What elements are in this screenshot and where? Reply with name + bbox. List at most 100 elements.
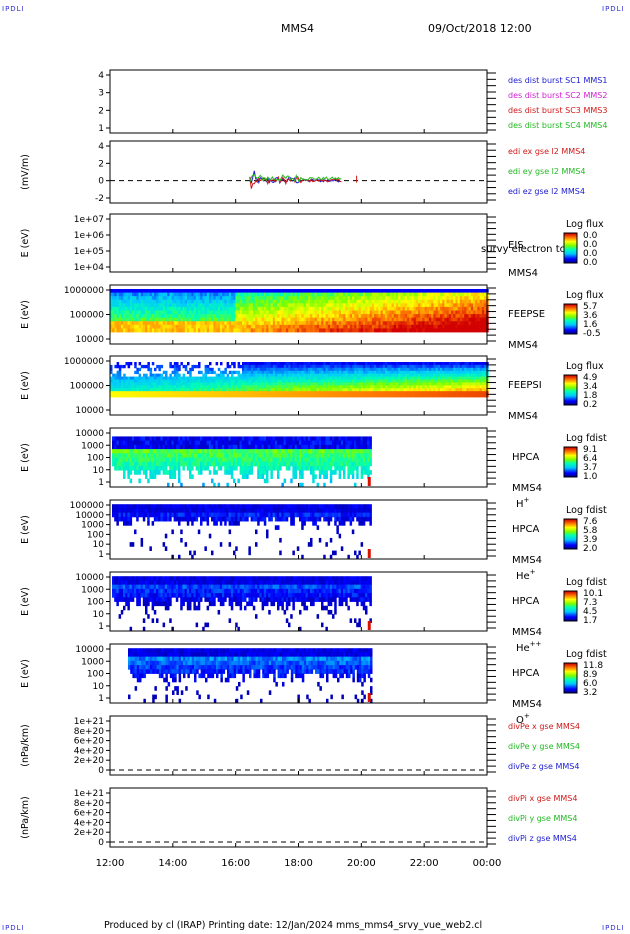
feepse-cell [209, 306, 212, 311]
feepsi-cell [413, 382, 417, 386]
feepsi-cell [257, 394, 260, 398]
feepsi-cell [204, 376, 208, 380]
feepse-cell [154, 292, 157, 297]
hpca_h-cell [226, 453, 229, 458]
feepsi-cell [356, 362, 359, 366]
feepsi-cell [114, 364, 117, 369]
feepsi-cell [356, 379, 359, 383]
feepse-cell [206, 289, 210, 293]
feepsi-cell [404, 385, 408, 389]
hpca_h-cell [118, 453, 122, 458]
feepsi-cell [448, 388, 452, 392]
feepse-cell [268, 299, 271, 304]
hpca_h-cell [134, 440, 137, 446]
feepse-cell [165, 292, 168, 297]
feepse-ytick-label: 10000 [75, 335, 104, 345]
feepsi-cell [286, 379, 289, 383]
feepse-cell [415, 303, 419, 308]
feepsi-cell [365, 385, 368, 389]
feepse-cell [389, 303, 392, 308]
feepsi-cell [349, 394, 353, 398]
feepsi-cell [160, 391, 164, 395]
feepsi-cell [451, 367, 454, 372]
feepsi-cell [259, 370, 263, 375]
feepse-cell [283, 317, 287, 322]
feepsi-cell [422, 367, 425, 372]
feepse-cell [253, 321, 256, 326]
feepsi-cell [360, 364, 364, 369]
feepse-cell [464, 299, 467, 304]
feepse-colorbar-step [564, 321, 577, 323]
feepsi-cell [453, 391, 456, 395]
feepse-cell [367, 292, 370, 297]
eis-colorbar-step [564, 237, 577, 239]
feepsi-cell [415, 373, 419, 377]
feepse-cell [358, 289, 362, 293]
feepsi-cell [211, 367, 214, 372]
feepse-cell [325, 299, 329, 304]
feepsi-cell [290, 367, 293, 372]
feepse-cell [336, 321, 340, 326]
feepsi-cell [297, 362, 300, 366]
feepse-cell [200, 324, 203, 329]
feepsi-cell [400, 373, 403, 377]
feepsi-cell [209, 382, 212, 386]
feepse-cell [215, 328, 219, 333]
feepsi-cell [266, 385, 269, 389]
hpca_h-cell [299, 465, 302, 471]
feepsi-cell [453, 385, 456, 389]
hpca_h-cell [296, 461, 300, 467]
feepse-cell [363, 292, 366, 297]
feepsi-cell [125, 382, 128, 386]
feepse-cell [165, 296, 168, 301]
feepse-cell [345, 292, 348, 297]
feepse-cell [272, 296, 276, 301]
feepse-cell [336, 324, 340, 329]
feepse-cell [457, 321, 461, 326]
feepse-cell [235, 321, 238, 326]
feepse-cell [404, 292, 408, 297]
feepse-cell [358, 296, 362, 301]
feepse-cell [268, 296, 271, 301]
feepsi-cell [409, 394, 412, 398]
feepse-cell [187, 328, 190, 333]
feepsi-cell [305, 364, 309, 369]
feepse-cell [114, 299, 117, 304]
feepsi-cell [327, 362, 331, 366]
feepsi-cell [385, 367, 388, 372]
feepse-cell [121, 321, 124, 326]
feepse-cell [147, 321, 150, 326]
feepsi-cell [270, 362, 274, 366]
feepsi-cell [123, 379, 126, 383]
feepsi-cell [477, 379, 480, 383]
feepsi-cell [358, 367, 362, 372]
feepse-cell [228, 296, 232, 301]
hpca_h-cell [206, 436, 210, 442]
feepsi-cell [162, 394, 166, 398]
feepse-cell [125, 299, 128, 304]
dist-legend-entry: des dist burst SC4 MMS4 [508, 121, 607, 130]
feepsi-cell [464, 373, 467, 377]
feepse-cell [191, 328, 194, 333]
feepsi-cell [429, 379, 432, 383]
feepsi-cell [110, 388, 113, 392]
feepse-cell [215, 317, 219, 322]
feepsi-cell [371, 379, 375, 383]
feepsi-cell [242, 391, 245, 395]
feepsi-cell [299, 394, 302, 398]
hpca_h-cell [134, 465, 137, 471]
feepse-cell [228, 303, 232, 308]
feepse-cell [308, 321, 311, 326]
feepse-cell [275, 289, 278, 293]
feepsi-cell [345, 379, 348, 383]
feepsi-cell [303, 370, 307, 375]
feepse-cell [323, 306, 326, 311]
feepse-cell [402, 306, 406, 311]
feepse-cell [442, 310, 445, 315]
feepsi-cell [407, 364, 410, 369]
feepse-cell [211, 289, 214, 293]
feepse-cell [475, 299, 478, 304]
feepsi-cell [288, 367, 291, 372]
feepsi-cell [200, 388, 203, 392]
feepsi-cell [369, 376, 373, 380]
